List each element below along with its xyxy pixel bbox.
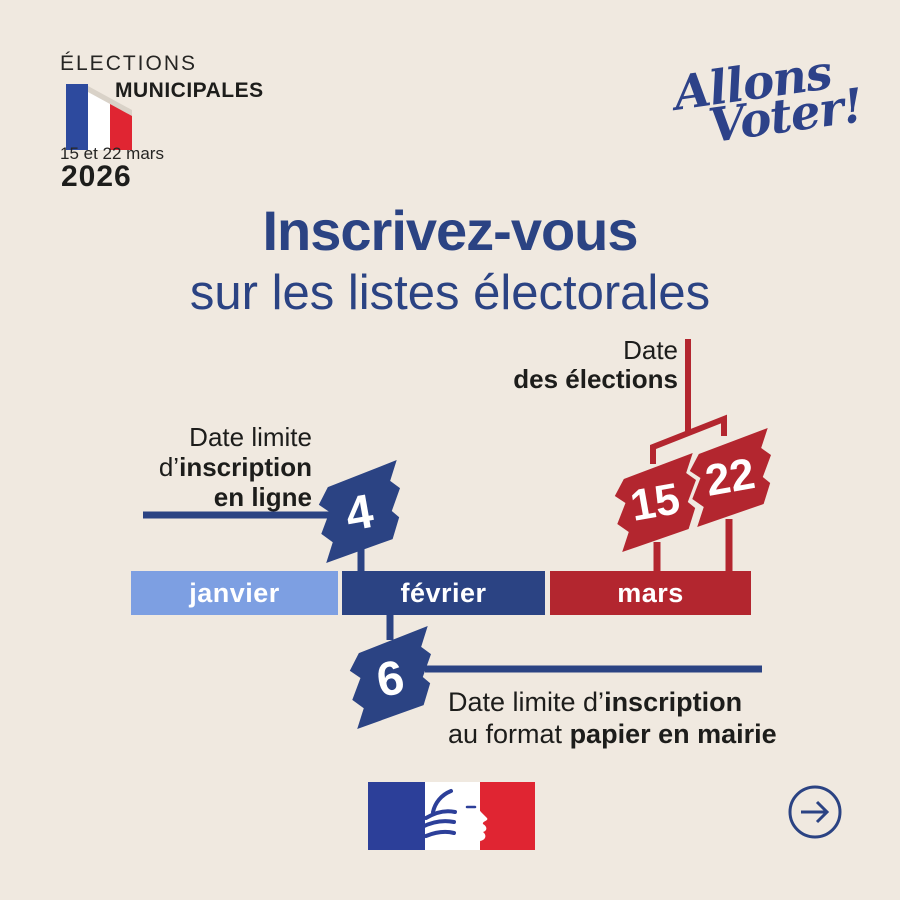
online-deadline-label: Date limite d’inscription en ligne [159, 422, 312, 512]
election-type-line2: MUNICIPALES [115, 79, 264, 102]
online-deadline-line2-light: d’ [158, 452, 180, 482]
month-segment-mars: mars [550, 571, 751, 615]
paper-deadline-line2-bold: papier en mairie [569, 719, 777, 749]
badge-paper-deadline-feb-6: 6 [349, 625, 431, 729]
badge-day-number: 4 [341, 484, 378, 542]
month-segment-janvier: janvier [131, 571, 338, 615]
page-title-line1: Inscrivez-vous [262, 199, 638, 262]
elections-date-line2: des élections [513, 364, 678, 394]
elections-date-line1: Date [623, 335, 678, 365]
page-title-line2: sur les listes électorales [189, 266, 711, 320]
month-timeline-bar: janvier février mars [131, 571, 751, 615]
election-type-line1: ÉLECTIONS [60, 52, 198, 75]
marianne-republique-francaise-logo [368, 782, 535, 850]
online-deadline-line2-bold: inscription [179, 452, 312, 482]
paper-deadline-label: Date limite d’inscription au format papi… [448, 686, 777, 750]
badge-day-number: 22 [701, 449, 759, 506]
badge-second-round-mar-22: 22 [689, 427, 771, 527]
paper-deadline-line1-light: Date limite d’ [448, 687, 605, 717]
french-flag-icon [66, 84, 132, 150]
online-deadline-line1: Date limite [189, 422, 312, 452]
badge-first-round-mar-15: 15 [614, 452, 696, 552]
paper-deadline-line1-bold: inscription [604, 687, 743, 717]
elections-date-label: Date des élections [513, 336, 678, 394]
page-title: Inscrivez-vous sur les listes électorale… [0, 198, 900, 321]
election-dates: 15 et 22 mars [60, 144, 164, 163]
month-label: mars [617, 577, 684, 608]
election-brand: ÉLECTIONS MUNICIPALES [60, 52, 264, 103]
month-label: février [400, 577, 487, 608]
allons-voter-logo: Allons Voter! [670, 45, 866, 155]
paper-deadline-line2-light: au format [448, 719, 570, 749]
month-label: janvier [189, 577, 280, 608]
online-deadline-line3: en ligne [213, 482, 312, 512]
badge-day-number: 6 [372, 650, 409, 708]
next-arrow-button[interactable] [786, 783, 844, 841]
badge-online-deadline-feb-4: 4 [318, 459, 400, 563]
month-segment-fevrier: février [342, 571, 545, 615]
election-year: 2026 [61, 160, 132, 193]
arrow-right-circle-icon [788, 785, 842, 839]
